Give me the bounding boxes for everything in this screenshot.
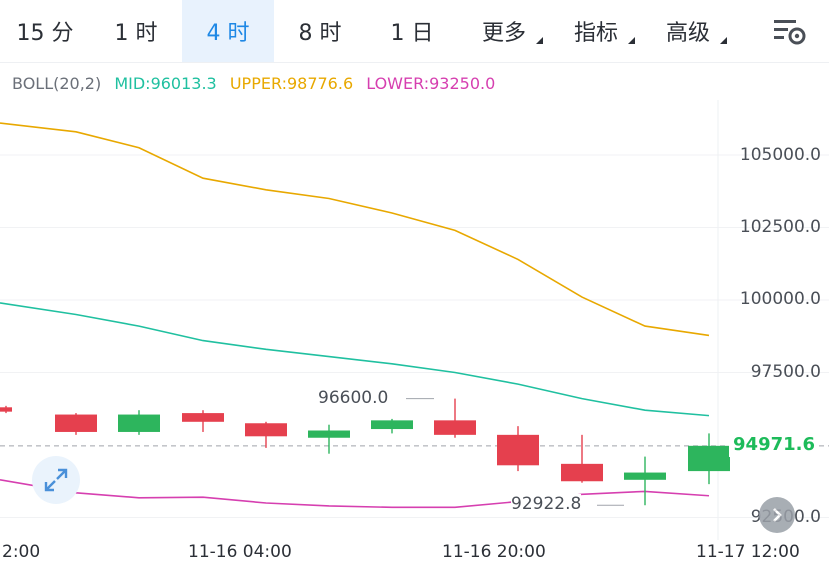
dropdown-caret-icon xyxy=(536,37,543,44)
tab-label: 更多 xyxy=(481,21,526,46)
dropdown-caret-icon xyxy=(628,37,635,44)
boll-name: BOLL(20,2) xyxy=(12,74,102,93)
tab-timeframe[interactable]: 1 时 xyxy=(90,0,182,62)
tab-timeframe[interactable]: 更多 xyxy=(458,0,550,62)
boll-upper: UPPER:98776.6 xyxy=(229,74,354,93)
price-axis-label: 97500.0 xyxy=(750,362,821,382)
candle-body xyxy=(688,445,730,472)
tab-label: 8 时 xyxy=(298,21,342,46)
boll-upper-line xyxy=(0,122,710,337)
time-axis-label: 11-16 20:00 xyxy=(442,542,546,562)
time-axis-label: 11-17 12:00 xyxy=(696,542,800,562)
time-axis-label: 11-16 04:00 xyxy=(188,542,292,562)
price-axis-label: 100000.0 xyxy=(739,289,821,309)
price-axis-label: 105000.0 xyxy=(739,145,821,165)
boll-mid-line xyxy=(0,302,710,417)
tab-label: 4 时 xyxy=(206,21,250,46)
expand-icon xyxy=(44,468,68,492)
candle-body xyxy=(308,430,350,438)
chevron-right-icon xyxy=(773,508,782,522)
tab-label: 1 日 xyxy=(390,21,434,46)
boll-mid: MID:96013.3 xyxy=(114,74,217,93)
timeframe-tab-bar: 15 分 1 时 4 时 8 时 1 日 更多 指标 高级 xyxy=(0,0,829,63)
boll-lower: LOWER:93250.0 xyxy=(366,74,496,93)
time-axis-label: 2:00 xyxy=(2,542,41,562)
tab-timeframe[interactable]: 指标 xyxy=(550,0,642,62)
tab-timeframe[interactable]: 1 日 xyxy=(366,0,458,62)
candle-body xyxy=(371,420,413,430)
tab-label: 15 分 xyxy=(16,21,74,46)
candle-body xyxy=(624,472,666,480)
price-axis-label: 102500.0 xyxy=(739,217,821,237)
tab-label: 指标 xyxy=(573,21,618,46)
tab-timeframe[interactable]: 15 分 xyxy=(0,0,90,62)
dropdown-caret-icon xyxy=(720,37,727,44)
current-price-label: 94971.6 xyxy=(729,432,819,457)
tab-timeframe[interactable]: 4 时 xyxy=(182,0,274,62)
boll-lower-line xyxy=(0,479,710,509)
expand-chart-button[interactable] xyxy=(32,456,80,504)
high-price-marker: 96600.0 xyxy=(318,388,389,408)
candlestick-chart[interactable] xyxy=(0,100,829,540)
candle-body xyxy=(245,423,287,437)
tab-timeframe[interactable]: 8 时 xyxy=(274,0,366,62)
candle-body xyxy=(0,407,12,412)
candle-body xyxy=(182,413,224,422)
scroll-to-latest-button[interactable] xyxy=(759,497,795,533)
candle-body xyxy=(561,463,603,482)
candle-body xyxy=(497,434,539,466)
boll-indicator-readout: BOLL(20,2) MID:96013.3 UPPER:98776.6 LOW… xyxy=(12,74,503,93)
chart-settings-icon[interactable] xyxy=(771,14,807,48)
candle-body xyxy=(118,414,160,432)
tab-label: 高级 xyxy=(665,21,710,46)
candle-body xyxy=(434,420,476,435)
low-price-marker: 92922.8 xyxy=(511,494,582,514)
tab-label: 1 时 xyxy=(114,21,158,46)
candle-body xyxy=(55,414,97,432)
tab-timeframe[interactable]: 高级 xyxy=(642,0,734,62)
